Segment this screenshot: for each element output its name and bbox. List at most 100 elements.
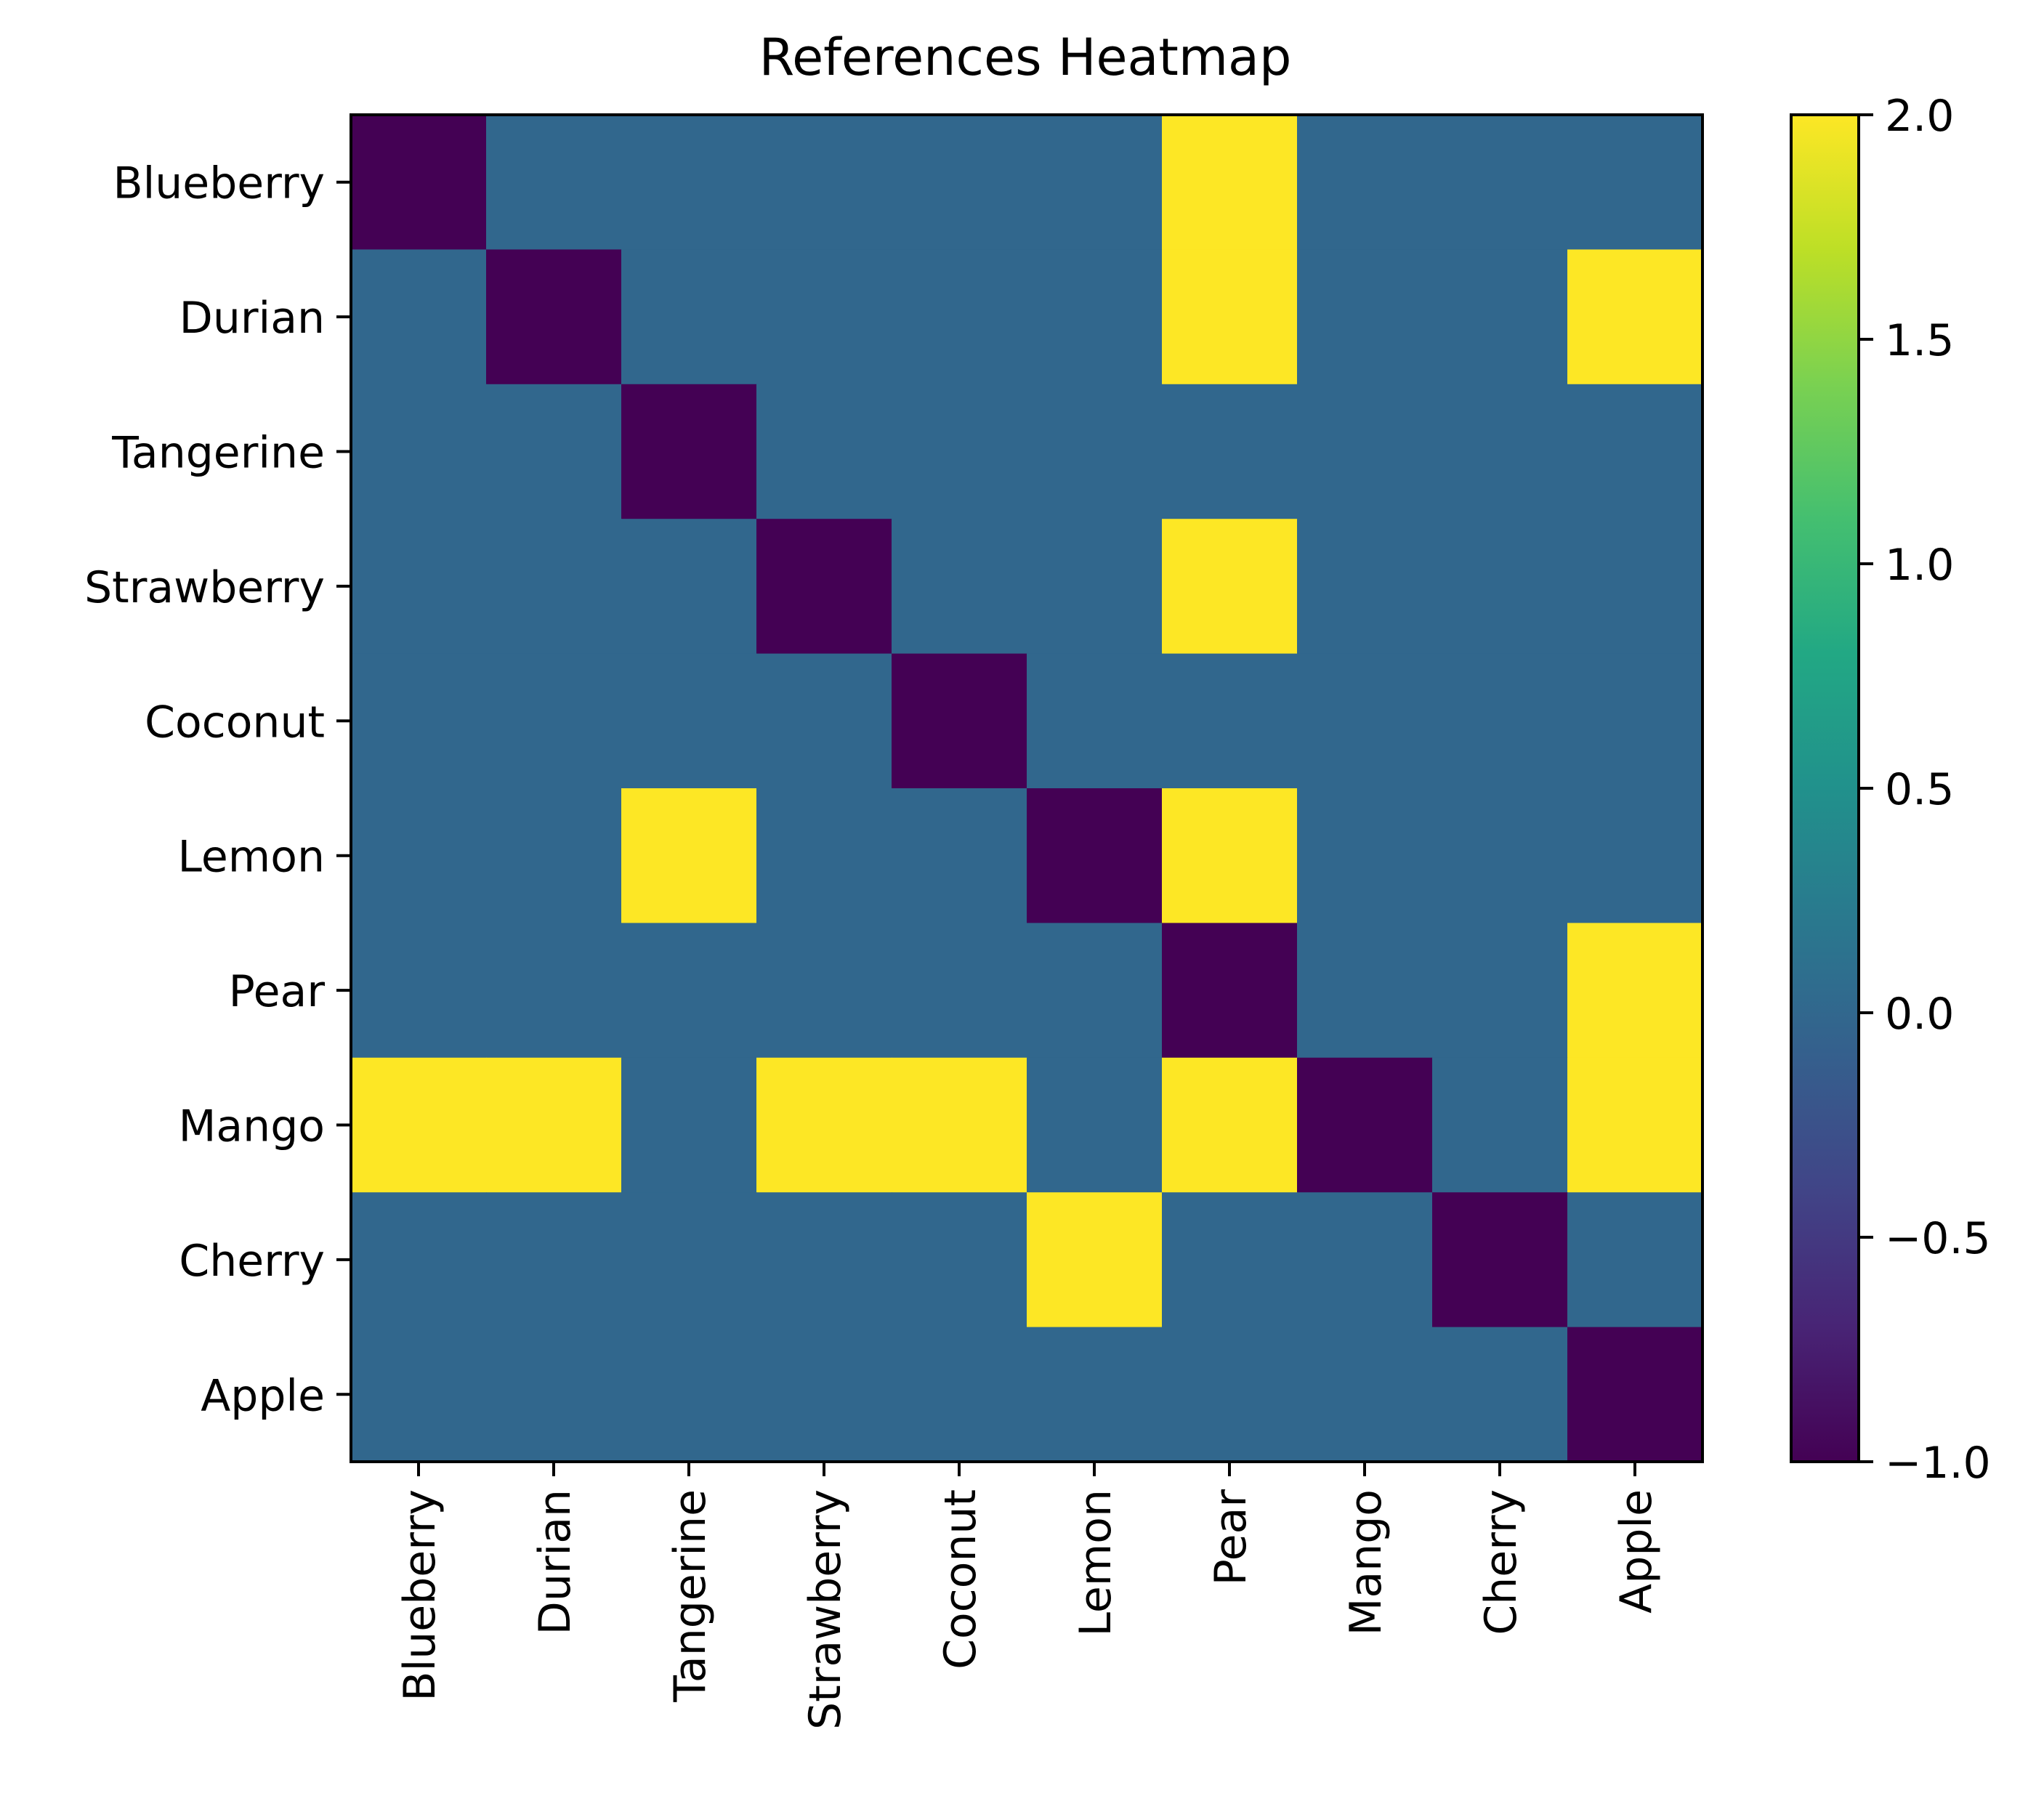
colorbar-tick-label: 0.0: [1885, 989, 1954, 1040]
colorbar: [1790, 113, 1860, 1463]
heatmap-cell: [892, 923, 1027, 1059]
heatmap-cell: [486, 519, 622, 655]
heatmap-cell: [621, 1057, 757, 1193]
heatmap-cell: [1162, 1327, 1298, 1462]
x-tick-label: Blueberry: [395, 1489, 445, 1701]
heatmap-cell: [1162, 653, 1298, 789]
heatmap-cell: [1432, 923, 1568, 1059]
heatmap-cell: [486, 115, 622, 250]
y-tick-label: Strawberry: [84, 562, 325, 613]
colorbar-tick-label: 2.0: [1885, 91, 1954, 142]
heatmap-cell: [1432, 249, 1568, 385]
y-tick-label: Blueberry: [113, 158, 325, 209]
heatmap-cell: [351, 1327, 487, 1462]
heatmap-cell: [756, 519, 892, 655]
heatmap-cell: [1162, 249, 1298, 385]
heatmap-cell: [1297, 1057, 1433, 1193]
heatmap-cell: [1567, 653, 1703, 789]
heatmap-cell: [1297, 519, 1433, 655]
heatmap-cell: [621, 249, 757, 385]
plot-frame: [350, 113, 1704, 1463]
heatmap-cell: [486, 249, 622, 385]
heatmap-cell: [1297, 1192, 1433, 1328]
heatmap-cell: [1567, 249, 1703, 385]
y-tick-label: Apple: [201, 1370, 325, 1421]
heatmap-cell: [1027, 519, 1163, 655]
heatmap-cell: [1027, 653, 1163, 789]
heatmap-cell: [892, 249, 1027, 385]
heatmap-cell: [1567, 519, 1703, 655]
colorbar-tick-label: −1.0: [1885, 1438, 1991, 1489]
heatmap-cell: [351, 249, 487, 385]
heatmap-cell: [756, 653, 892, 789]
colorbar-tick-label: −0.5: [1885, 1213, 1991, 1264]
heatmap-cell: [1432, 519, 1568, 655]
x-tick-label: Coconut: [935, 1489, 986, 1670]
heatmap-cell: [1027, 384, 1163, 519]
x-tick-label: Cherry: [1476, 1489, 1527, 1635]
heatmap-cell: [892, 1057, 1027, 1193]
y-axis: Blueberry Durian Tangerine Strawberry Coconu…: [84, 158, 351, 1421]
heatmap-cell: [1027, 1057, 1163, 1193]
heatmap-cell: [1162, 788, 1298, 923]
x-tick-label: Pear: [1205, 1489, 1256, 1586]
heatmap-cell: [892, 384, 1027, 519]
x-axis: Blueberry Durian Tangerine Strawberry Coconu…: [395, 1462, 1662, 1730]
heatmap-cell: [1027, 1192, 1163, 1328]
heatmap-cell: [1027, 249, 1163, 385]
heatmap-cell: [1567, 1192, 1703, 1328]
x-tick-label: Apple: [1611, 1489, 1662, 1614]
heatmap-cell: [621, 384, 757, 519]
heatmap-cell: [1027, 115, 1163, 250]
heatmap-cell: [621, 788, 757, 923]
heatmap-cell: [1567, 1057, 1703, 1193]
heatmap-cell: [756, 1327, 892, 1462]
heatmap-cell: [1567, 788, 1703, 923]
heatmap-cell: [1297, 115, 1433, 250]
heatmap-cell: [1297, 384, 1433, 519]
y-tick-label: Coconut: [145, 697, 325, 748]
heatmap-cell: [756, 788, 892, 923]
heatmap-cell: [1432, 1327, 1568, 1462]
heatmap-cell: [486, 653, 622, 789]
heatmap-cell: [486, 1327, 622, 1462]
heatmap-cell: [1297, 1327, 1433, 1462]
heatmap-cell: [351, 115, 487, 250]
heatmap-cell: [1162, 384, 1298, 519]
heatmap-cell: [486, 1057, 622, 1193]
heatmap-cell: [621, 115, 757, 250]
heatmap-cell: [1027, 1327, 1163, 1462]
heatmap-cell: [756, 249, 892, 385]
heatmap-cell: [1027, 788, 1163, 923]
heatmap-cells: [351, 115, 1703, 1462]
y-tick-label: Lemon: [178, 832, 325, 883]
heatmap-cell: [892, 115, 1027, 250]
heatmap-cell: [756, 384, 892, 519]
heatmap-cell: [892, 519, 1027, 655]
y-tick-label: Mango: [179, 1101, 325, 1152]
heatmap-cell: [892, 788, 1027, 923]
heatmap-cell: [351, 653, 487, 789]
x-tick-label: Lemon: [1070, 1489, 1121, 1636]
y-tick-label: Tangerine: [111, 428, 325, 479]
heatmap-cell: [756, 1057, 892, 1193]
heatmap-cell: [1162, 1192, 1298, 1328]
heatmap-cell: [1027, 923, 1163, 1059]
heatmap-cell: [351, 384, 487, 519]
heatmap-cell: [892, 1192, 1027, 1328]
heatmap-cell: [1162, 923, 1298, 1059]
y-tick-label: Durian: [179, 293, 325, 344]
heatmap-cell: [351, 519, 487, 655]
heatmap-cell: [621, 923, 757, 1059]
heatmap-cell: [1432, 115, 1568, 250]
heatmap-cell: [1297, 653, 1433, 789]
colorbar-tick-label: 1.5: [1885, 315, 1954, 366]
heatmap-cell: [892, 653, 1027, 789]
heatmap-cell: [1432, 653, 1568, 789]
heatmap-cell: [1162, 115, 1298, 250]
colorbar-tick-label: 0.5: [1885, 764, 1954, 815]
heatmap-cell: [1162, 519, 1298, 655]
heatmap-cell: [892, 1327, 1027, 1462]
heatmap-cell: [486, 788, 622, 923]
heatmap-cell: [486, 1192, 622, 1328]
